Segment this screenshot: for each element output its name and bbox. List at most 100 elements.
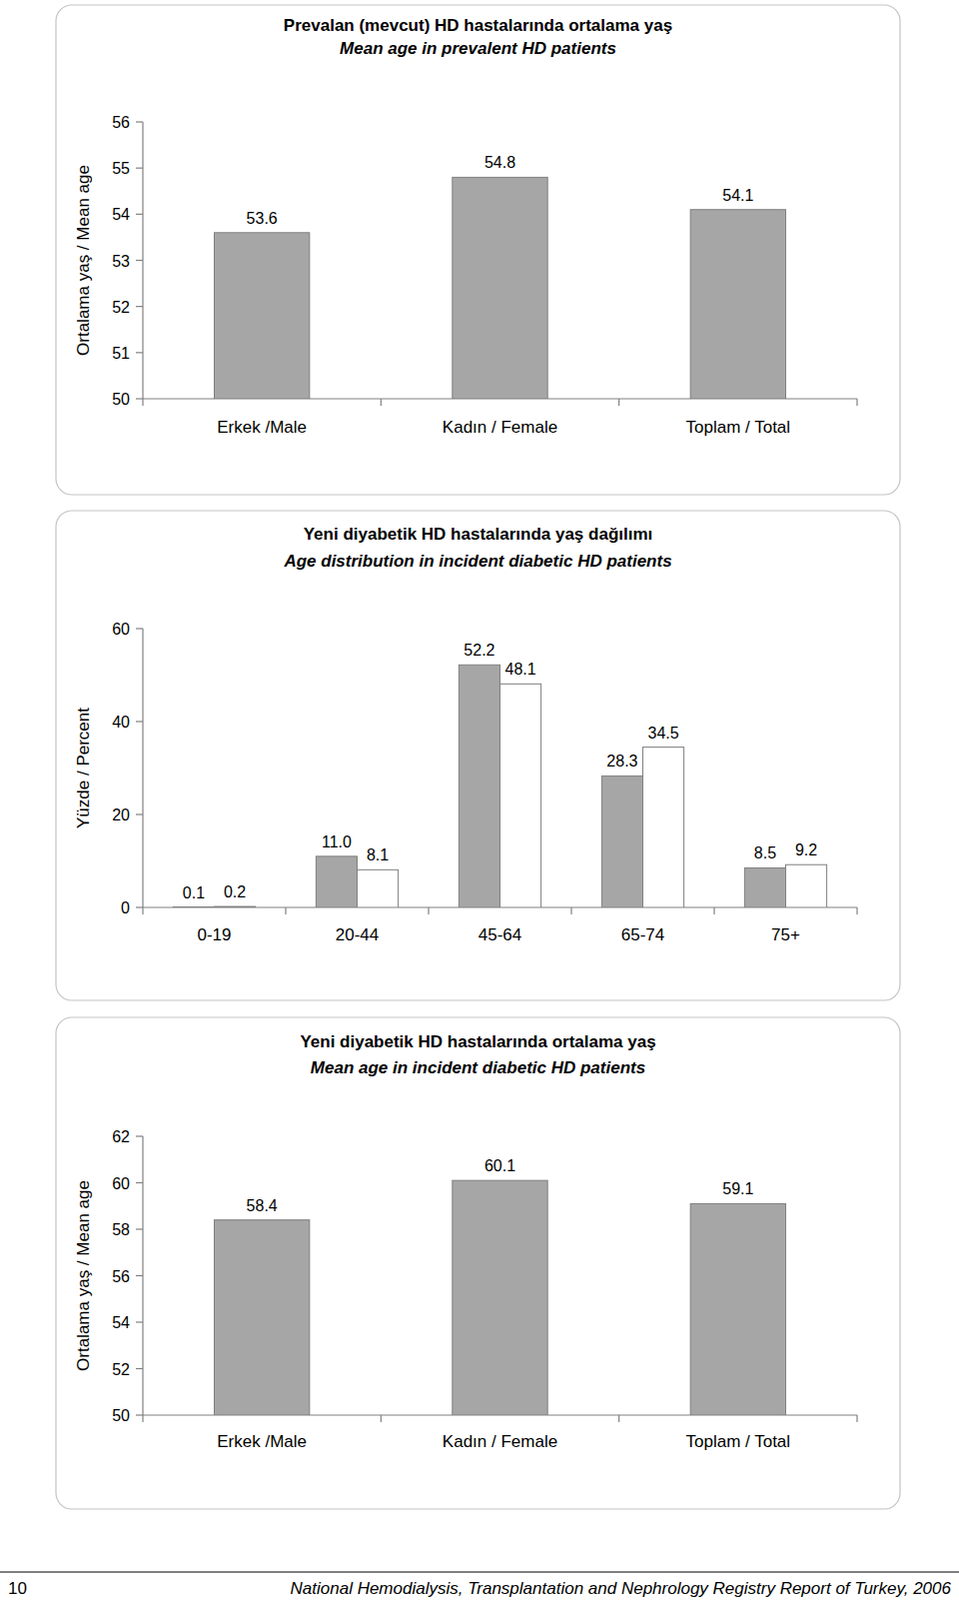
y-tick (135, 259, 143, 261)
data-label: 34.5 (647, 724, 679, 742)
category-label: Kadın / Female (442, 1431, 558, 1451)
y-tick (135, 627, 143, 629)
y-axis (141, 628, 143, 908)
x-tick (618, 398, 620, 406)
y-tick-label: 60 (111, 1174, 130, 1192)
bar (690, 1202, 786, 1415)
y-axis-label: Yüzde / Percent (73, 707, 93, 829)
bars (214, 176, 787, 399)
data-label: 59.1 (722, 1179, 754, 1197)
y-tick (135, 213, 143, 215)
bar (214, 1219, 310, 1415)
data-label: 53.6 (246, 209, 278, 227)
data-label: 11.0 (321, 833, 352, 851)
data-label: 60.1 (484, 1156, 516, 1174)
x-tick (713, 907, 715, 915)
y-axis-label: Ortalama yaş / Mean age (73, 164, 93, 356)
bar (452, 1179, 548, 1415)
data-label: 0.1 (182, 884, 205, 902)
y-tick (135, 305, 143, 307)
y-tick-label: 54 (111, 205, 130, 223)
bar (690, 209, 786, 399)
x-tick (856, 398, 858, 406)
data-label: 54.8 (484, 153, 516, 171)
x-tick (141, 1414, 143, 1422)
bar (744, 867, 786, 908)
y-tick-label: 53 (111, 252, 130, 270)
panel-frame (55, 510, 901, 1000)
bar (357, 869, 399, 908)
title: Prevalan (mevcut) HD hastalarında ortala… (283, 15, 673, 35)
bar (786, 864, 828, 908)
bar (315, 856, 357, 908)
page-number: 10 (7, 1578, 27, 1598)
data-label: 52.2 (463, 641, 495, 659)
category-label: 0-19 (196, 925, 231, 945)
bar (172, 906, 214, 908)
y-tick (135, 1227, 143, 1229)
y-tick (135, 1413, 143, 1415)
y-tick-label: 56 (111, 113, 130, 131)
y-tick (135, 397, 143, 399)
y-tick-label: 0 (120, 899, 130, 917)
panel-frame (55, 4, 901, 495)
x-tick (284, 907, 286, 915)
y-tick (135, 813, 143, 815)
bar (458, 664, 500, 908)
panel-frame (55, 1016, 901, 1509)
y-tick-label: 50 (111, 1406, 130, 1424)
x-tick (141, 398, 143, 406)
subtitle: Mean age in incident diabetic HD patient… (310, 1057, 646, 1077)
title: Yeni diyabetik HD hastalarında yaş dağıl… (303, 524, 654, 544)
data-labels: 58.460.159.1 (246, 1156, 755, 1214)
bar (500, 683, 542, 908)
x-tick (427, 907, 429, 915)
y-tick (135, 1320, 143, 1322)
footer: 10 National Hemodialysis, Transplantation… (0, 1571, 959, 1598)
data-label: 9.2 (795, 841, 818, 859)
footer-text: National Hemodialysis, Transplantation a… (290, 1578, 953, 1598)
data-label: 28.3 (606, 752, 638, 770)
y-tick-label: 58 (111, 1220, 130, 1238)
bars (214, 1179, 787, 1415)
category-label: Toplam / Total (686, 417, 792, 437)
bar (601, 775, 643, 908)
category-label: Erkek /Male (216, 417, 307, 437)
y-tick-label: 55 (111, 159, 130, 177)
y-tick (135, 1274, 143, 1276)
data-label: 8.1 (366, 846, 389, 864)
y-tick (135, 1367, 143, 1369)
y-tick-label: 52 (111, 298, 130, 316)
data-label: 0.2 (223, 883, 246, 901)
y-tick-label: 51 (111, 344, 130, 362)
data-label: 54.1 (722, 186, 754, 204)
x-tick (570, 907, 572, 915)
bar (214, 906, 256, 908)
y-tick (135, 1134, 143, 1136)
y-tick-label: 52 (111, 1360, 130, 1378)
page: Prevalan (mevcut) HD hastalarında ortala… (0, 0, 959, 1600)
y-tick (135, 167, 143, 169)
data-label: 48.1 (504, 660, 536, 678)
category-label: 75+ (771, 925, 801, 945)
x-tick (380, 1414, 382, 1422)
y-tick (135, 351, 143, 353)
y-tick-label: 60 (111, 620, 130, 638)
x-tick (141, 907, 143, 915)
category-label: Erkek /Male (216, 1431, 307, 1451)
footer-rule (0, 1571, 959, 1573)
bars (172, 664, 827, 908)
category-label: Toplam / Total (686, 1431, 792, 1451)
y-tick-label: 62 (111, 1127, 130, 1145)
y-tick (135, 720, 143, 722)
y-axis-label: Ortalama yaş / Mean age (73, 1179, 93, 1371)
subtitle: Mean age in prevalent HD patients (339, 38, 617, 58)
bar (214, 232, 310, 399)
bar (643, 747, 685, 908)
chart-panel: Prevalan (mevcut) HD hastalarında ortala… (55, 4, 901, 495)
data-labels: 53.6 54.8 54.1 (246, 153, 755, 226)
data-label: 8.5 (754, 844, 777, 862)
x-tick (856, 907, 858, 915)
title: Yeni diyabetik HD hastalarında ortalama … (299, 1031, 656, 1051)
bar (452, 176, 548, 399)
